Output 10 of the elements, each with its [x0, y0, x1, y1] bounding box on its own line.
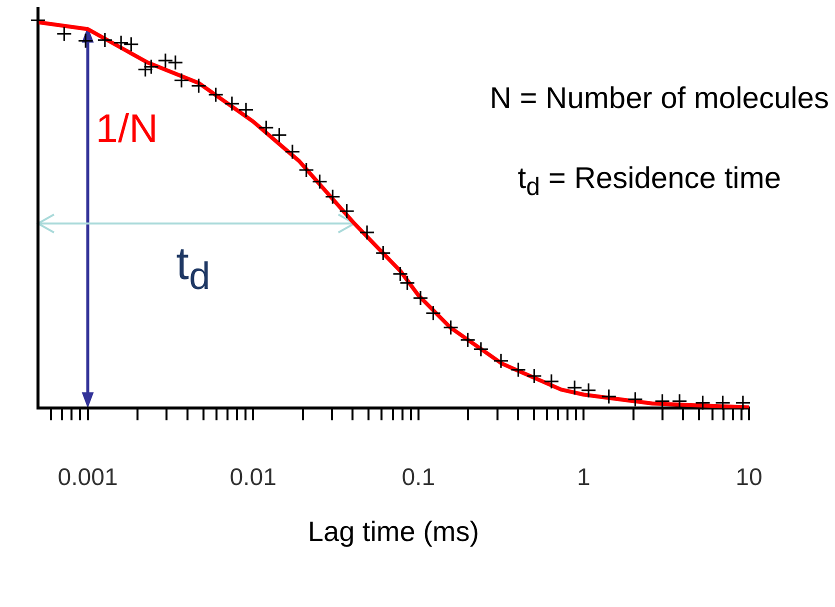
x-tick-label: 0.1: [402, 464, 436, 492]
x-tick-label: 0.001: [58, 464, 118, 492]
annotation: N = Number of molecules: [490, 82, 829, 116]
x-tick-label: 1: [577, 464, 590, 492]
annotation: t$_{d}$ = Residence time: [518, 162, 781, 202]
ref-line-label: t$_{d}$: [176, 236, 210, 299]
ref-line-label: 1/N: [96, 107, 158, 152]
x-tick-label: 0.01: [230, 464, 276, 492]
x-tick-label: 10: [736, 464, 762, 492]
x-axis-title: Lag time (ms): [306, 516, 480, 548]
